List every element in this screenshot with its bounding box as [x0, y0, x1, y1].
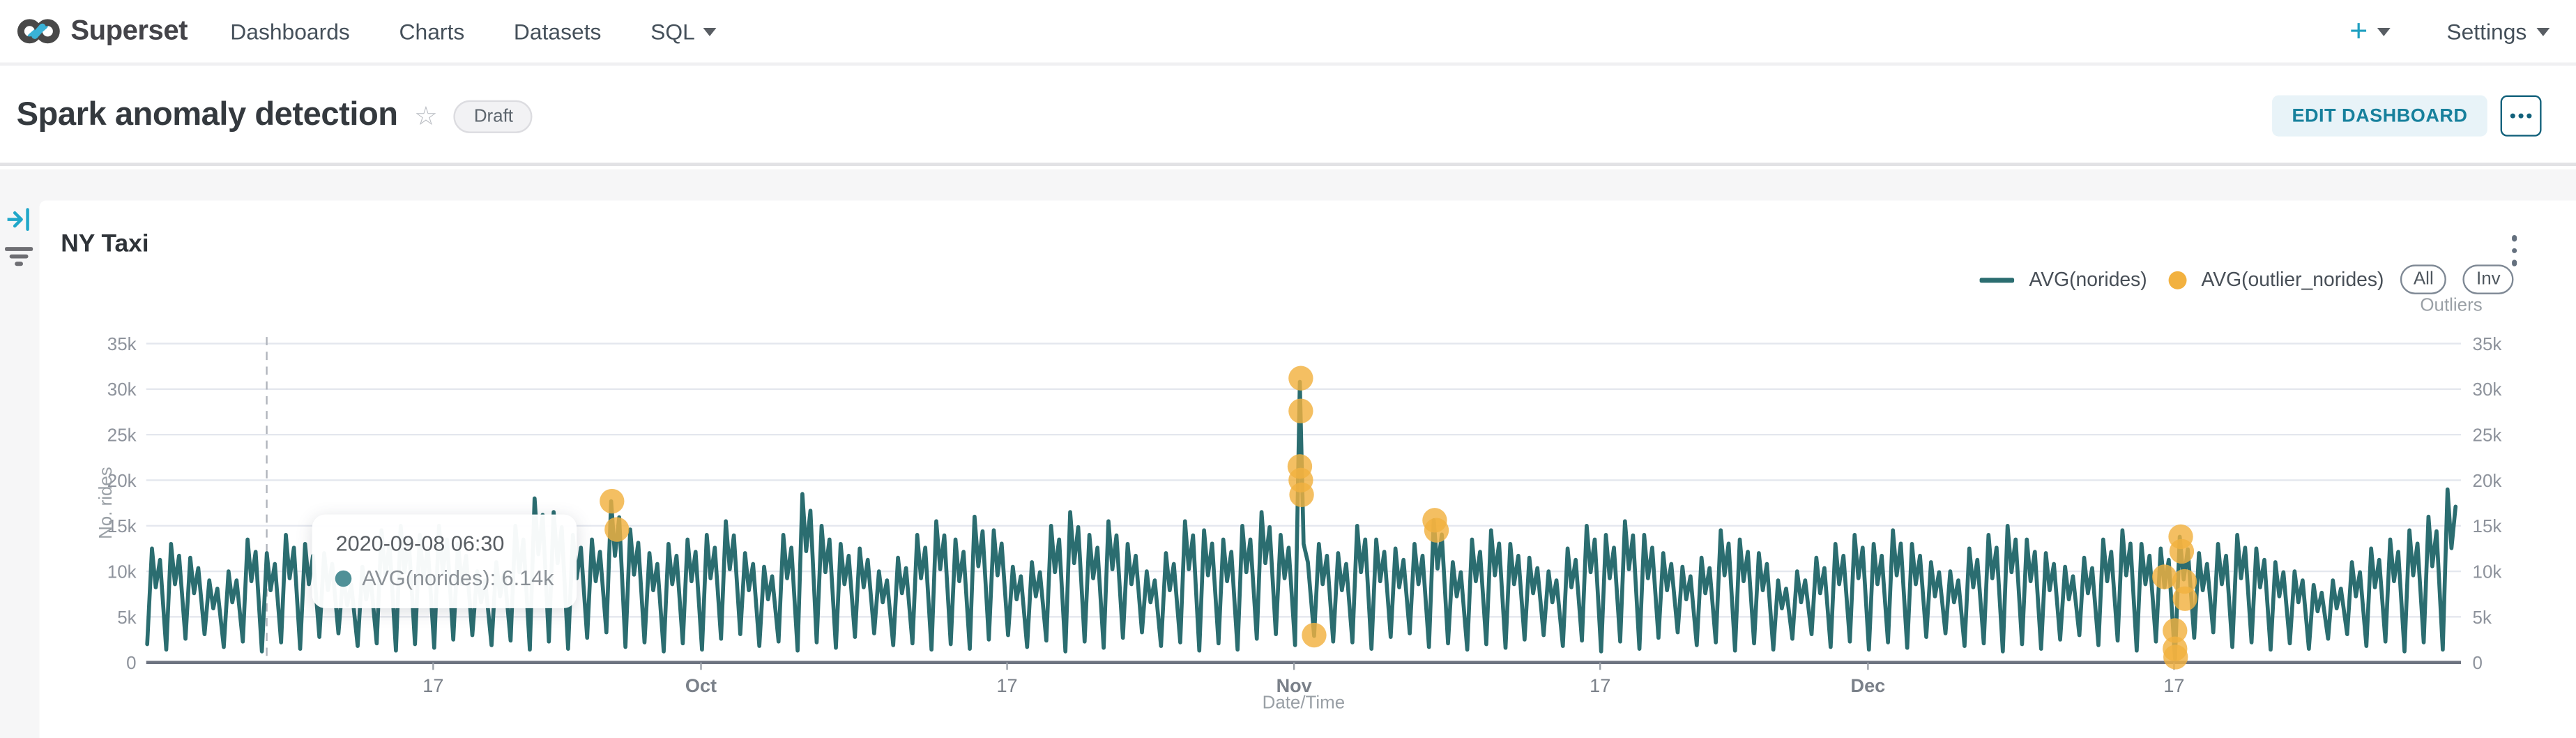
y-axis-tick-label-left: 5k: [117, 608, 136, 628]
y-axis-tick-label-left: 35k: [107, 335, 137, 354]
navbar: Superset Dashboards Charts Datasets SQL …: [0, 0, 2576, 66]
x-axis-tick-label: Oct: [685, 675, 717, 696]
chevron-down-icon: [703, 28, 717, 36]
y-axis-tick-label-right: 25k: [2473, 426, 2502, 446]
filter-bar-gutter: [0, 170, 40, 738]
x-axis-tick-label: Dec: [1851, 675, 1886, 696]
outlier-point: [600, 488, 625, 514]
outlier-point: [1289, 482, 1314, 507]
y-axis-tick-label-left: 30k: [107, 380, 137, 400]
ellipsis-icon: [2510, 113, 2515, 119]
navbar-right: + Settings: [2349, 15, 2550, 47]
outlier-point: [1288, 398, 1313, 423]
x-axis-tick-label: 17: [996, 675, 1017, 696]
more-actions-button[interactable]: [2500, 95, 2542, 137]
legend-item-norides[interactable]: AVG(norides): [2029, 268, 2147, 292]
x-axis-tick-label: Nov: [1276, 675, 1312, 696]
y-axis-name: No. rides: [96, 467, 116, 539]
y-axis-tick-label-left: 20k: [107, 472, 137, 491]
favorite-star-icon[interactable]: ☆: [414, 103, 438, 131]
outlier-point: [1302, 622, 1327, 648]
outlier-point: [2169, 539, 2195, 564]
x-axis-tick-label: 17: [422, 675, 443, 696]
outlier-point: [2172, 568, 2197, 594]
outlier-point: [604, 517, 630, 542]
plus-icon: +: [2349, 14, 2368, 49]
outlier-point: [2152, 564, 2177, 589]
y-axis-tick-label-right: 20k: [2473, 472, 2502, 491]
outlier-point: [1288, 366, 1313, 391]
legend-item-outlier-norides[interactable]: AVG(outlier_norides): [2201, 268, 2384, 292]
outliers-inv-button[interactable]: Inv: [2463, 264, 2514, 294]
edit-dashboard-button[interactable]: EDIT DASHBOARD: [2272, 95, 2487, 137]
x-axis-tick-label: 17: [1590, 675, 1610, 696]
main-nav: Dashboards Charts Datasets SQL: [230, 19, 717, 44]
outliers-all-button[interactable]: All: [2400, 264, 2447, 294]
y-axis-tick-label-right: 0: [2473, 654, 2483, 673]
superset-infinity-icon: [17, 19, 60, 44]
settings-menu[interactable]: Settings: [2446, 19, 2550, 43]
new-item-menu[interactable]: +: [2349, 15, 2391, 47]
chart-title: NY Taxi: [61, 229, 149, 258]
expand-filter-bar-icon[interactable]: [5, 206, 33, 234]
legend-dot-swatch: [2168, 270, 2187, 289]
chart-card-ny-taxi: NY Taxi AVG(norides) AVG(outlier_norides…: [39, 200, 2576, 738]
outlier-point: [2172, 586, 2197, 611]
page-title: Spark anomaly detection: [16, 97, 399, 133]
x-axis-name: Date/Time: [1263, 693, 1346, 713]
draft-status-badge: Draft: [454, 99, 533, 133]
settings-label: Settings: [2446, 19, 2527, 44]
legend-line-swatch: [1979, 277, 2015, 283]
nav-sql-menu[interactable]: SQL: [650, 19, 717, 43]
chart-legend: AVG(norides) AVG(outlier_norides) All In…: [1979, 264, 2514, 294]
header-actions: EDIT DASHBOARD: [2272, 95, 2542, 137]
outlier-point: [1424, 518, 1449, 543]
chart-kebab-menu[interactable]: [2508, 232, 2520, 269]
brand-name: Superset: [70, 15, 188, 46]
filter-funnel-icon[interactable]: [5, 245, 33, 269]
y-axis-tick-label-left: 0: [126, 654, 136, 673]
y-axis-tick-label-right: 10k: [2473, 562, 2502, 582]
outliers-group-label: Outliers: [2420, 296, 2483, 316]
y-axis-tick-label-left: 25k: [107, 426, 137, 446]
dashboard-header: Spark anomaly detection ☆ Draft EDIT DAS…: [0, 68, 2576, 167]
outlier-point: [2163, 645, 2188, 670]
y-axis-tick-label-right: 5k: [2473, 608, 2492, 628]
y-axis-tick-label-left: 10k: [107, 562, 137, 582]
nav-charts[interactable]: Charts: [399, 19, 465, 44]
y-axis-tick-label-right: 35k: [2473, 335, 2502, 354]
superset-logo[interactable]: Superset: [17, 15, 188, 47]
nav-datasets[interactable]: Datasets: [513, 19, 602, 44]
nav-dashboards[interactable]: Dashboards: [230, 19, 350, 44]
y-axis-tick-label-right: 30k: [2473, 380, 2502, 400]
chevron-down-icon: [2536, 28, 2550, 36]
chart-canvas[interactable]: 0 0 5k 5k 10k 10k 15k 15k 20k 20k 25k 25k 30k 30k 35k 3…: [40, 200, 2576, 738]
x-axis-tick-label: 17: [2163, 675, 2184, 696]
y-axis-tick-label-right: 15k: [2473, 517, 2502, 536]
kebab-dot: [2510, 234, 2517, 241]
y-axis-tick-label-left: 15k: [107, 517, 137, 536]
chevron-down-icon: [2377, 28, 2391, 36]
outlier-point: [2163, 618, 2188, 643]
